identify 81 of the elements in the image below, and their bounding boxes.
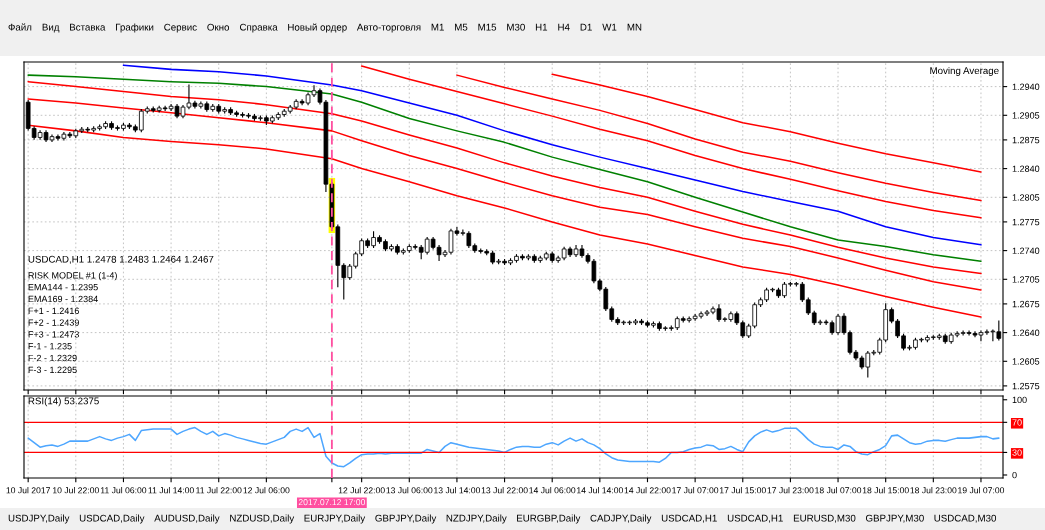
chart-title: RSI(14) 53.2375 (28, 397, 99, 407)
y-tick-label: 70 (1012, 419, 1022, 426)
text: EURGBP,Daily (517, 514, 581, 524)
annotation: EMA169 - 1.2384 (28, 295, 98, 303)
text: NZDUSD,Daily (230, 514, 295, 524)
x-tick-label: 10 Jul 22:00 (53, 487, 99, 494)
x-tick-label: 13 Jul 14:00 (434, 487, 481, 494)
text: USDCAD,H1 (661, 514, 717, 523)
text: GBPJPY,M30 (865, 514, 924, 523)
y-tick-label: 1.2840 (1012, 165, 1040, 172)
text: CADJPY,Daily (590, 514, 652, 524)
y-tick-label: 100 (1012, 396, 1027, 404)
x-tick-label: 2017.07.12 17:00 (298, 499, 366, 506)
text: Авто-торговля (356, 23, 421, 33)
x-tick-label: 17 Jul 23:00 (767, 487, 814, 494)
x-tick-label: 14 Jul 14:00 (577, 487, 623, 494)
annotation: RISK MODEL #1 (1-4) (28, 271, 117, 281)
text: H1 (535, 23, 548, 31)
text: M15 (478, 23, 497, 31)
text: Вставка (70, 23, 106, 31)
y-tick-label: 30 (1012, 449, 1022, 456)
text: AUDUSD,Daily (154, 514, 220, 524)
y-tick-label: 1.2740 (1012, 247, 1040, 254)
text: USDCAD,H1 (727, 514, 783, 523)
text: Вид (42, 23, 60, 33)
text: Файл (8, 23, 32, 31)
x-tick-label: 11 Jul 22:00 (196, 487, 242, 494)
y-tick-label: 0 (1012, 471, 1017, 479)
y-tick-label: 1.2575 (1012, 382, 1040, 390)
x-tick-label: 18 Jul 23:00 (910, 487, 957, 494)
x-tick-label: 17 Jul 15:00 (719, 487, 766, 494)
text: M1 (431, 23, 444, 31)
x-tick-label: 13 Jul 22:00 (481, 487, 528, 494)
x-tick-label: 18 Jul 15:00 (862, 487, 909, 494)
y-tick-label: 1.2675 (1012, 300, 1040, 308)
x-tick-label: 11 Jul 06:00 (100, 487, 147, 494)
text: Сервис (164, 23, 197, 33)
x-tick-label: 18 Jul 07:00 (815, 487, 862, 494)
text: H4 (558, 23, 570, 31)
y-tick-label: 1.2940 (1012, 83, 1040, 90)
text: USDJPY,Daily (8, 514, 70, 524)
text: EURUSD,M30 (793, 514, 856, 523)
x-tick-label: 14 Jul 06:00 (529, 487, 576, 494)
text: USDCAD,Daily (79, 514, 145, 524)
annotation: EMA144 - 1.2395 (28, 283, 98, 291)
text: M5 (455, 23, 468, 31)
text: GBPJPY,Daily (375, 514, 437, 524)
y-tick-label: 1.2875 (1012, 136, 1040, 144)
x-tick-label: 12 Jul 06:00 (243, 487, 290, 494)
text: W1 (602, 23, 617, 31)
chart-subtitle: Moving Average (930, 66, 999, 76)
x-tick-label: 14 Jul 22:00 (624, 487, 671, 494)
y-tick-label: 1.2805 (1012, 194, 1040, 201)
y-tick-label: 1.2605 (1012, 358, 1040, 365)
annotation: F-1 - 1.235 (28, 343, 72, 350)
text: NZDJPY,Daily (446, 514, 507, 524)
text: MN (627, 23, 642, 31)
x-tick-label: 13 Jul 06:00 (386, 487, 433, 494)
annotation: F-3 - 1.2295 (28, 366, 77, 374)
text: Новый ордер (288, 23, 347, 33)
text: D1 (580, 23, 592, 31)
y-tick-label: 1.2640 (1012, 329, 1040, 336)
x-tick-label: 12 Jul 22:00 (338, 487, 385, 494)
annotation: F+3 - 1.2473 (28, 331, 79, 338)
text: USDCAD,M30 (934, 514, 997, 523)
text: M30 (507, 23, 525, 31)
text: Окно (207, 23, 230, 31)
text: USDCAD,H1 1.2478 1.2483 1.2464 1.2467 (28, 255, 214, 264)
x-tick-label: 10 Jul 2017 (6, 487, 50, 494)
y-tick-label: 1.2775 (1012, 218, 1040, 226)
x-tick-label: 11 Jul 14:00 (148, 487, 194, 494)
annotation: F+1 - 1.2416 (28, 307, 79, 314)
x-tick-label: 17 Jul 07:00 (672, 487, 719, 494)
y-tick-label: 1.2905 (1012, 112, 1040, 119)
text: EURJPY,Daily (304, 514, 366, 524)
x-tick-label: 19 Jul 07:00 (958, 487, 1005, 494)
text: Справка (239, 23, 278, 33)
annotation: F-2 - 1.2329 (28, 354, 77, 362)
y-tick-label: 1.2705 (1012, 276, 1040, 283)
text: Графики (116, 23, 154, 33)
annotation: F+2 - 1.2439 (28, 319, 79, 326)
